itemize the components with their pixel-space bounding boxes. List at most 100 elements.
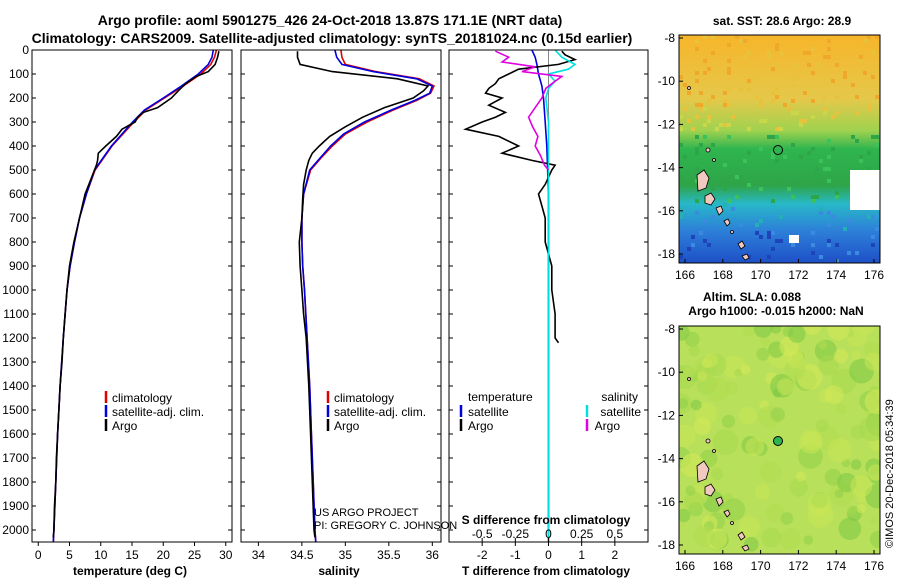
- sst-pixel: [867, 215, 871, 219]
- sst-pixel: [811, 199, 815, 203]
- sst-pixel: [791, 179, 795, 183]
- sla-texture: [679, 326, 880, 552]
- map-lon-label: 168: [713, 268, 733, 282]
- sst-pixel: [775, 159, 779, 163]
- legend-satellite-adj: satellite-adj. clim.: [112, 405, 204, 419]
- sla-blob: [856, 504, 866, 514]
- series-line-satellite-adj-clim-: [301, 50, 434, 542]
- sst-pixel: [827, 55, 831, 59]
- sst-pixel: [679, 127, 683, 131]
- sst-pixel: [867, 103, 871, 107]
- sla-blob: [745, 437, 765, 457]
- sst-pixel: [683, 107, 687, 111]
- salinity-frame: [240, 49, 442, 543]
- sla-blob: [679, 508, 691, 523]
- depth-tick-label: 1400: [2, 379, 29, 393]
- sst-pixel: [787, 187, 791, 191]
- map-lat-label: -16: [658, 495, 676, 509]
- sst-pixel: [847, 219, 851, 223]
- sst-pixel: [827, 211, 831, 215]
- sst-pixel: [859, 55, 863, 59]
- sst-pixel: [791, 143, 795, 147]
- sst-pixel: [843, 227, 847, 231]
- sst-pixel: [859, 159, 863, 163]
- sst-pixel: [827, 223, 831, 227]
- sla-map-title-line2: Argo h1000: -0.015 h2000: NaN: [688, 304, 863, 318]
- depth-tick-label: 1500: [2, 403, 29, 417]
- sla-blob: [702, 490, 725, 513]
- sst-pixel: [723, 203, 727, 207]
- sla-blob: [684, 331, 700, 347]
- sst-pixel: [875, 95, 879, 99]
- sst-pixel: [731, 115, 735, 119]
- legend-argo: Argo: [334, 419, 360, 433]
- sst-pixel: [819, 211, 823, 215]
- depth-tick-label: 1000: [2, 283, 29, 297]
- sst-pixel: [807, 151, 811, 155]
- sst-pixel: [811, 195, 815, 199]
- depth-tick-label: 1300: [2, 355, 29, 369]
- sla-blob: [804, 326, 821, 335]
- sst-pixel: [831, 147, 835, 151]
- sla-blob: [693, 525, 715, 547]
- sst-pixel: [847, 251, 851, 255]
- sst-map: sat. SST: 28.6 Argo: 28.9 -8 -10 -12 -14 -16…: [658, 14, 885, 282]
- sst-pixel: [867, 35, 871, 39]
- sst-pixel: [727, 67, 731, 71]
- sla-blob: [740, 364, 751, 375]
- x-tick-label: 34: [252, 548, 266, 562]
- sla-blob: [722, 498, 746, 521]
- sst-pixel: [835, 191, 839, 195]
- sst-pixel: [767, 255, 771, 259]
- sla-blob: [770, 407, 785, 422]
- argo-location-marker: [773, 145, 783, 155]
- sst-pixel: [819, 159, 823, 163]
- sla-blob: [834, 489, 844, 499]
- legend-satellite-adj: satellite-adj. clim.: [334, 405, 426, 419]
- sst-pixel: [679, 75, 683, 79]
- x-tick-label: -1: [510, 548, 521, 562]
- sst-pixel: [819, 179, 823, 183]
- sst-pixel: [771, 231, 775, 235]
- sst-pixel: [819, 255, 823, 259]
- sst-pixel: [699, 143, 703, 147]
- sst-pixel: [695, 199, 699, 203]
- depth-tick-label: 200: [9, 91, 29, 105]
- sla-blob: [679, 364, 698, 390]
- sla-blob: [753, 326, 773, 338]
- sla-blob: [835, 403, 847, 415]
- x-tick-label: 10: [94, 548, 108, 562]
- sst-pixel: [827, 167, 831, 171]
- temperature-xlabel: temperature (deg C): [73, 564, 187, 578]
- sst-pixel: [759, 187, 763, 191]
- sst-pixel: [707, 67, 711, 71]
- sst-pixel: [871, 243, 875, 247]
- series-line-argo: [52, 51, 220, 538]
- sla-blob: [722, 355, 746, 379]
- map-lon-label: 174: [826, 268, 846, 282]
- sst-pixel: [699, 231, 703, 235]
- sst-pixel: [703, 35, 707, 39]
- map-lon-label: 172: [788, 268, 808, 282]
- sla-blob: [777, 378, 794, 396]
- sst-pixel: [791, 111, 795, 115]
- sst-pixel: [859, 155, 863, 159]
- sst-map-xaxis: 166 168 170 172 174 176: [675, 259, 884, 282]
- sst-pixel: [691, 127, 695, 131]
- sst-pixel: [683, 155, 687, 159]
- sst-pixel: [683, 83, 687, 87]
- x-tick-label: 30: [219, 548, 233, 562]
- sst-pixel: [775, 87, 779, 91]
- sla-blob: [847, 505, 857, 515]
- sst-pixel: [679, 83, 683, 87]
- sla-blob: [721, 414, 736, 429]
- map-lat-label: -10: [658, 365, 676, 379]
- sst-pixel: [695, 103, 699, 107]
- sst-pixel: [747, 127, 751, 131]
- sst-pixel: [699, 107, 703, 111]
- sst-pixel: [851, 83, 855, 87]
- sst-gap-patch: [789, 235, 799, 243]
- sla-map-yaxis: -8 -10 -12 -14 -16 -18: [658, 322, 683, 552]
- sst-pixel: [811, 251, 815, 255]
- sla-blob: [742, 326, 756, 337]
